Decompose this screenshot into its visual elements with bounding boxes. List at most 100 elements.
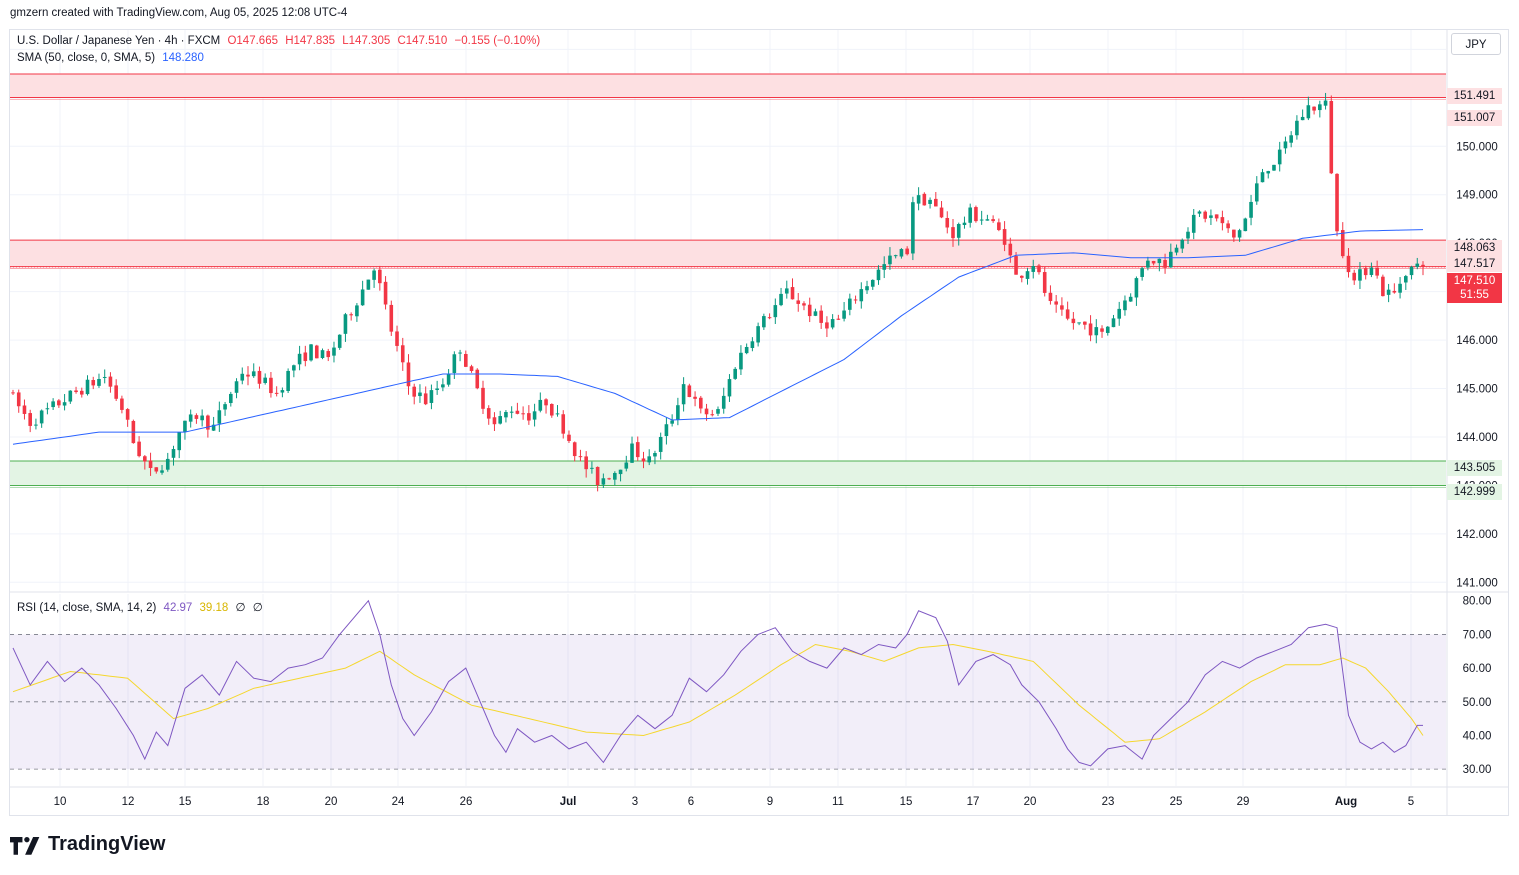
candle-body [687, 385, 692, 398]
candle [687, 383, 692, 398]
candle-body [527, 413, 531, 421]
candle-body [320, 350, 325, 358]
candle-body [676, 405, 680, 420]
candle [762, 313, 766, 330]
candle-body [733, 368, 737, 379]
currency-button[interactable]: JPY [1451, 33, 1501, 55]
candle-body [108, 376, 113, 387]
candle-body [1329, 101, 1334, 174]
rsi-ma-line [12, 643, 1424, 743]
candle-body [217, 410, 222, 424]
candle-body [263, 377, 267, 383]
candle [916, 187, 921, 211]
candle [601, 473, 606, 488]
candle [45, 402, 50, 415]
candle [1283, 136, 1288, 154]
candle-body [1060, 305, 1064, 310]
candle-body [911, 202, 915, 254]
candle-body [423, 393, 428, 405]
candle [395, 325, 399, 352]
candle-body [45, 408, 50, 410]
candle-body [1025, 271, 1030, 279]
candle [1191, 209, 1196, 240]
time-tick-label: 9 [767, 796, 773, 808]
candle [486, 405, 491, 425]
candle-body [813, 311, 818, 316]
candle [412, 383, 417, 405]
price-tick-label: 150.000 [1456, 141, 1498, 153]
candle [710, 409, 715, 417]
time-tick-label: Aug [1335, 796, 1357, 808]
candle-body [11, 392, 15, 394]
price-tick-label: 142.000 [1456, 529, 1498, 541]
candle-body [1174, 247, 1179, 253]
price-tick-label: 146.000 [1456, 335, 1498, 347]
time-tick-label: 15 [900, 796, 913, 808]
candle-body [939, 207, 944, 218]
candle-body [1094, 327, 1099, 336]
candle-body [349, 314, 353, 316]
candle-body [337, 334, 342, 348]
candle-body [1392, 290, 1397, 293]
candle [1358, 262, 1362, 289]
candle [870, 279, 875, 290]
sma-legend-label[interactable]: SMA (50, close, 0, SMA, 5) [17, 52, 156, 64]
candle-body [595, 466, 600, 486]
candle-body [234, 381, 239, 393]
candle-body [74, 390, 78, 393]
candle [1008, 237, 1013, 263]
candle-body [1346, 255, 1351, 273]
price-label-142-999: 142.999 [1447, 484, 1502, 500]
candle [251, 363, 256, 378]
candle [807, 297, 812, 323]
candle [882, 256, 887, 279]
candle-body [1008, 243, 1013, 256]
tradingview-logo[interactable]: TradingView [10, 833, 165, 856]
candle-body [154, 467, 159, 472]
candle-body [848, 298, 852, 310]
candle [968, 203, 972, 228]
candle-body [165, 458, 170, 470]
candle [681, 377, 686, 412]
rsi-legend-label[interactable]: RSI (14, close, SMA, 14, 2) [17, 602, 157, 614]
candle-body [951, 227, 955, 239]
candle-body [85, 379, 90, 395]
candle-body [865, 286, 869, 291]
candle [853, 295, 858, 304]
candle-body [962, 222, 967, 226]
candle-body [515, 410, 520, 414]
candle [1318, 100, 1322, 118]
candle [1042, 266, 1047, 297]
candle [613, 471, 617, 486]
candle [527, 405, 531, 425]
candle-body [613, 472, 617, 480]
legend-symbol[interactable]: U.S. Dollar / Japanese Yen · 4h · FXCM [17, 35, 221, 47]
candle-body [504, 412, 508, 418]
candle-body [1163, 260, 1167, 268]
candle-body [653, 453, 657, 457]
candle [1134, 276, 1139, 306]
candle-body [148, 460, 153, 469]
sma50-line [12, 229, 1424, 445]
candle [378, 265, 382, 291]
candle-body [1019, 275, 1024, 278]
candle [1180, 238, 1185, 254]
candle [1220, 210, 1225, 231]
candle [991, 215, 995, 223]
candle-body [286, 370, 290, 391]
candle [418, 384, 422, 403]
candle-body [578, 456, 583, 458]
candle-body [773, 305, 778, 318]
candle [572, 441, 577, 462]
candle [561, 410, 566, 439]
candle-body [1146, 260, 1150, 268]
candle [1037, 263, 1041, 275]
time-tick-label: 5 [1408, 796, 1414, 808]
candle-body [1105, 326, 1110, 333]
candle [441, 378, 445, 392]
candle [676, 397, 680, 426]
candle [549, 403, 554, 418]
candle [779, 287, 783, 307]
candle [830, 314, 835, 330]
